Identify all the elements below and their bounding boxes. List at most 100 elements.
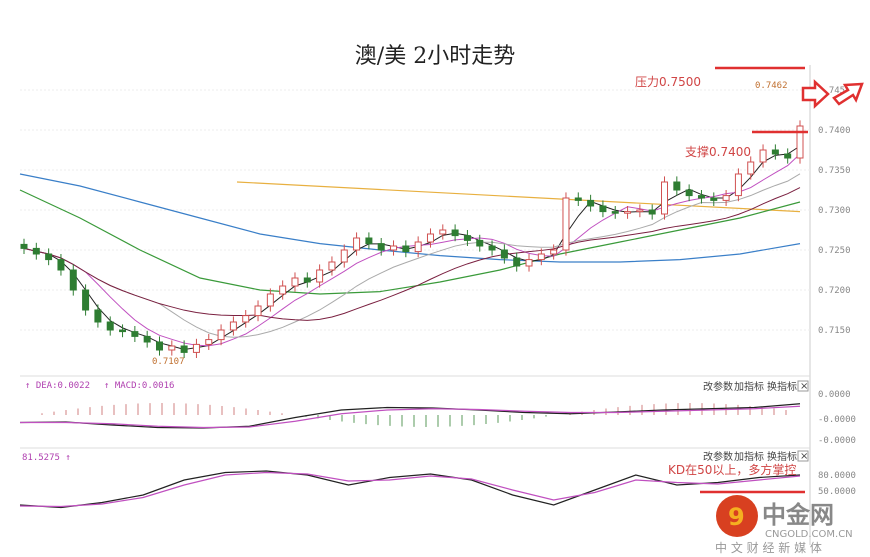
close-icon: × (800, 451, 808, 462)
close-panel-button[interactable] (797, 380, 809, 392)
kd-y-tick: 80.0000 (818, 471, 856, 481)
ma-line-12 (23, 173, 801, 338)
candle (340, 249, 348, 263)
candle (747, 161, 755, 175)
candle (537, 253, 545, 261)
ma-line-20 (23, 187, 801, 321)
watermark-slogan: 中 文 财 经 新 媒 体 (715, 540, 822, 555)
watermark-name: 中金网 (762, 501, 834, 529)
macd-y-tick: -0.0000 (818, 415, 856, 425)
candle (759, 149, 767, 163)
y-tick-label: 0.7200 (818, 286, 851, 296)
candle (771, 149, 779, 155)
candle (624, 211, 632, 214)
candle (426, 233, 434, 243)
y-tick-label: 0.7250 (818, 246, 851, 256)
candle (636, 209, 644, 213)
chart-title: 澳/美 2小时走势 (354, 44, 516, 69)
candle (242, 315, 250, 323)
candle (291, 277, 299, 287)
candle (685, 189, 693, 197)
add-indicator-button[interactable]: 加指标 (734, 450, 764, 463)
candle (229, 321, 237, 331)
candle (784, 153, 792, 159)
high-label: 0.7462 (755, 81, 788, 91)
y-tick-label: 0.7150 (818, 326, 851, 336)
ma-line-6 (23, 153, 801, 347)
candle (119, 329, 127, 333)
candle (525, 259, 533, 267)
change-params-button[interactable]: 改参数 (703, 450, 733, 463)
candle (599, 205, 607, 213)
candle (587, 199, 595, 207)
add-indicator-button[interactable]: 加指标 (734, 380, 764, 393)
candle (365, 237, 373, 245)
close-panel-button[interactable] (797, 450, 809, 462)
support-label: 支撑0.7400 (685, 144, 751, 159)
candle (722, 195, 730, 201)
candle (377, 243, 385, 251)
candle (106, 321, 114, 331)
dif-line (19, 403, 801, 429)
k-line (19, 470, 801, 509)
arrow-right-icon (801, 79, 830, 109)
switch-indicator-button[interactable]: 换指标 (767, 450, 797, 463)
candle (414, 241, 422, 253)
candle (439, 229, 447, 235)
dea-label: ↑ DEA:0.0022 (25, 381, 90, 391)
candle (205, 339, 213, 345)
candle (451, 229, 459, 237)
y-tick-label: 0.7350 (818, 166, 851, 176)
candle (328, 261, 336, 271)
ma-blue-line (19, 173, 801, 263)
candle (82, 289, 90, 311)
candle (353, 237, 361, 251)
logo-swirl-icon: 9 (728, 503, 745, 531)
candle (143, 335, 151, 343)
candle (673, 181, 681, 191)
cngold-logo (716, 495, 758, 537)
watermark-url: CNGOLD.COM.CN (765, 529, 853, 540)
candle (266, 293, 274, 307)
candle (796, 125, 804, 159)
candle (661, 181, 669, 215)
candle (476, 239, 484, 247)
candle (192, 343, 200, 353)
candle (57, 259, 65, 271)
candle (611, 211, 619, 214)
arrow-up-right-icon (832, 82, 864, 106)
macd-y-tick: 0.0000 (818, 390, 851, 400)
kd-value-label: 81.5275 ↑ (22, 453, 71, 463)
candle (254, 305, 262, 317)
candle (180, 345, 188, 353)
candle (562, 197, 570, 251)
candle (168, 345, 176, 351)
candle (279, 285, 287, 295)
candle (513, 257, 521, 267)
ma-line-3 (23, 145, 801, 350)
resistance-label: 压力0.7500 (635, 75, 701, 89)
kd-y-tick: 50.0000 (818, 487, 856, 497)
candle (390, 245, 398, 251)
candle (32, 247, 40, 255)
candle (45, 253, 53, 261)
candle (217, 329, 225, 341)
low-label: 0.7107 (152, 357, 185, 367)
candle (488, 245, 496, 251)
candle (316, 269, 324, 283)
candle (734, 173, 742, 197)
switch-indicator-button[interactable]: 换指标 (767, 380, 797, 393)
change-params-button[interactable]: 改参数 (703, 380, 733, 393)
candle (20, 243, 28, 249)
y-tick-label: 0.7400 (818, 126, 851, 136)
y-tick-label: 0.745 (818, 86, 845, 96)
candle (648, 209, 656, 215)
macd-y-tick: -0.0000 (818, 436, 856, 446)
trend-line (236, 181, 801, 213)
candle (550, 249, 558, 255)
candle (500, 249, 508, 259)
candle (710, 197, 718, 201)
candle (94, 309, 102, 323)
